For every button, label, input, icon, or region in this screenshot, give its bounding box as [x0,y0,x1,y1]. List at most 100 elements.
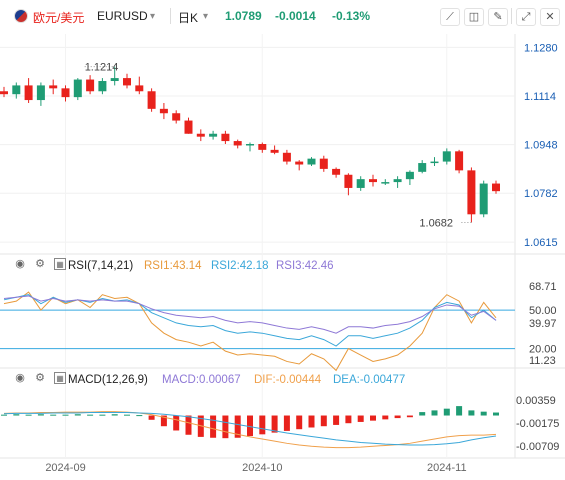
price-tick-label: 1.0615 [524,237,558,249]
candle-up [430,161,439,164]
candle-down [455,151,464,171]
divider [511,8,512,24]
gear-icon[interactable]: ⚙ [35,372,45,384]
macd-bar-negative [271,415,278,433]
candle-down [295,161,304,165]
macd-bar-negative [173,415,180,431]
eye-icon[interactable]: ◉ [15,258,25,270]
candle-down [282,152,291,162]
rsi-tick-label: 20.00 [529,344,557,356]
candle-down [492,183,500,192]
price-tick-label: 1.0948 [524,140,558,152]
gear-icon[interactable]: ⚙ [35,258,45,270]
candle-down [135,85,144,92]
rsi-tick-label: 68.71 [529,281,557,293]
macd-bar-negative [345,415,352,424]
price-change: -0.0014 [275,9,316,23]
dea-label: DEA:-0.00477 [333,374,406,386]
macd-line-dif [3,411,497,449]
rsi2-label: RSI2:42.18 [211,260,269,272]
macd-bar-negative [160,415,167,427]
low-annotation: 1.0682 [419,218,453,230]
candle-down [332,168,341,175]
macd-bar-negative [222,415,229,439]
divider [170,8,171,24]
fullscreen-icon[interactable]: ⤢ [516,8,536,26]
candle-down [159,108,168,114]
macd-tick-label: -0.00175 [516,418,559,430]
candle-up [418,163,427,172]
macd-bar-positive [456,406,463,416]
dif-label: DIF:-0.00444 [254,374,322,386]
eraser-icon[interactable]: ◫ [464,8,484,26]
candle-down [270,149,279,153]
macd-bar-positive [87,414,94,416]
macd-bar-positive [111,414,118,416]
candle-up [110,78,119,82]
macd-bar-positive [468,410,475,416]
macd-bar-negative [234,415,241,438]
candle-up [381,182,390,184]
candle-down [86,79,95,92]
macd-bar-negative [259,415,266,435]
eye-icon[interactable]: ◉ [15,372,25,384]
rsi-line-rsi1 [3,291,497,372]
macd-bar-negative [370,415,376,421]
macd-bar-positive [74,414,81,416]
candle-up [12,85,21,95]
candle-down [61,88,70,98]
high-annotation: 1.1214 [85,62,119,74]
timeframe-label[interactable]: 日K [178,11,199,25]
macd-bar-positive [480,411,487,416]
macd-line-dea [3,412,497,446]
grid-icon[interactable]: ▦ [54,372,66,384]
macd-bar-negative [148,415,155,420]
price-tick-label: 1.1280 [524,42,558,54]
candle-down [467,170,476,215]
time-tick-label: 2024-10 [242,462,282,474]
pen-icon[interactable]: ✎ [488,8,508,26]
macd-bar-positive [25,414,32,416]
macd-bar-positive [99,414,106,416]
candle-up [98,81,107,92]
rsi1-label: RSI1:43.14 [144,260,202,272]
macd-bar-negative [210,415,217,438]
macd-bar-positive [37,414,44,416]
close-icon[interactable]: ✕ [540,8,560,26]
macd-bar-negative [247,415,253,437]
macd-bar-positive [1,414,7,416]
macd-bar-negative [357,415,364,422]
chevron-down-icon[interactable]: ▾ [150,11,156,22]
candle-down [221,133,230,142]
macd-bar-negative [382,415,389,420]
candle-down [233,141,242,146]
candle-up [479,183,488,215]
price-change-pct: -0.13% [332,9,371,23]
macd-bar-positive [13,414,20,416]
draw-line-icon[interactable]: ⟋ [440,8,460,26]
eur-flag-icon [14,9,28,23]
symbol-label[interactable]: EURUSD [97,9,148,23]
rsi-line-rsi3 [3,295,497,334]
top-bar: 欧元/美元 EURUSD ▾ 日K ▾ 1.0789 -0.0014 -0.13… [0,0,565,34]
rsi-line-rsi2 [3,294,497,347]
macd-bar-positive [419,412,426,416]
macd-tick-label: 0.00359 [516,395,556,407]
timeframe-chevron-icon[interactable]: ▾ [203,11,209,22]
candle-down [319,158,328,169]
candle-up [442,151,451,162]
candle-up [307,158,316,165]
candle-down [49,85,58,89]
last-price: 1.0789 [225,9,262,23]
candle-down [258,144,267,150]
rsi-tick-label: 39.97 [529,318,557,330]
macd-bar-positive [493,412,499,416]
candle-up [73,79,82,98]
macd-title: MACD(12,26,9) [68,374,148,386]
candle-up [393,179,402,183]
candle-down [147,91,156,109]
grid-icon[interactable]: ▦ [54,258,66,270]
candle-down [123,78,131,86]
candle-up [209,133,218,137]
